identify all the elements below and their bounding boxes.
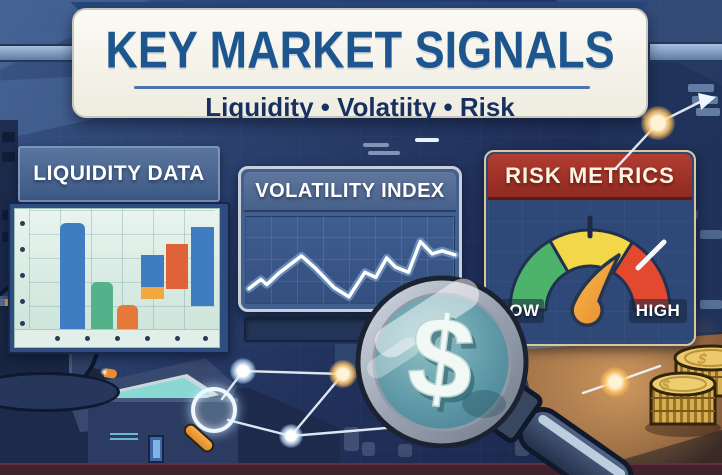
gauge-white-hand (635, 239, 667, 271)
handle-highlight (538, 414, 626, 475)
ticker-dash (368, 151, 400, 155)
axis-dot (145, 336, 150, 341)
axis-dot (20, 273, 25, 278)
axis-dot (115, 336, 120, 341)
stylus-glint (100, 368, 108, 376)
metal-slat (648, 42, 722, 62)
table-edge-strip (0, 463, 722, 475)
bar-segment (166, 244, 188, 289)
dollar-icon: $ $ (401, 289, 486, 432)
gauge-needle-icon (570, 253, 621, 327)
liquidity-bar (117, 305, 138, 331)
volatility-panel-title: VOLATILITY INDEX (255, 179, 445, 202)
building-window (692, 96, 718, 104)
liquidity-panel-header: LIQUIDITY DATA (18, 146, 220, 202)
axis-dot (203, 336, 208, 341)
ticker-dash (415, 138, 439, 142)
network-node (641, 106, 675, 140)
liquidity-bar (91, 282, 113, 331)
bar-segment (117, 305, 138, 331)
bar-segment (191, 227, 214, 306)
axis-dot (20, 247, 25, 252)
axis-dot (175, 336, 180, 341)
building-window (700, 300, 722, 309)
risk-gauge (508, 215, 672, 327)
svg-text:$: $ (402, 289, 482, 426)
liquidity-bar-chart (14, 208, 220, 348)
gauge-high-label: HIGH (629, 299, 687, 323)
magnifier-handle (487, 382, 634, 475)
glass-lowlight (462, 390, 506, 418)
axis-dot (20, 299, 25, 304)
ghost-bar (362, 442, 375, 456)
banner-divider (134, 86, 590, 89)
network-node (279, 424, 303, 448)
magnifier-icon: $ $ (355, 275, 634, 475)
volatility-panel-header: VOLATILITY INDEX (244, 172, 456, 212)
title-banner: KEY MARKET SIGNALS Liquidity • Volatiity… (72, 8, 648, 122)
monitor-base (0, 372, 120, 412)
axis-dot (55, 336, 60, 341)
liquidity-panel-title: LIQUIDITY DATA (33, 162, 205, 185)
glass-sheen (374, 278, 480, 358)
ticker-dash (363, 143, 389, 147)
volatility-line (247, 239, 457, 299)
axis-dot (20, 221, 25, 226)
coin-stack-front: $ (649, 371, 717, 426)
console-stripe (110, 438, 138, 440)
mini-magnifier-lens (191, 387, 237, 433)
bar-segment (60, 223, 85, 331)
rack-slot (2, 132, 15, 142)
bar-segment (91, 282, 113, 331)
volatility-line-svg (245, 237, 459, 301)
console-cabinet (88, 398, 238, 475)
bar-segment (141, 255, 164, 287)
liquidity-bar (60, 223, 85, 331)
axis-dot (20, 321, 25, 326)
page-subtitle: Liquidity • Volatiity • Risk (205, 92, 515, 122)
building-window (688, 84, 714, 92)
page-title: KEY MARKET SIGNALS (105, 20, 615, 79)
liquidity-bar (191, 227, 214, 331)
risk-panel-title: RISK METRICS (505, 162, 675, 188)
metal-slat (0, 44, 80, 62)
svg-text:$: $ (406, 295, 486, 432)
volatility-line-chart (245, 216, 459, 304)
building-window (696, 108, 720, 116)
chart-baseline-strip (15, 329, 219, 347)
glass-sheen (367, 337, 419, 379)
coin-stack-icon: $ $ (645, 344, 722, 437)
ghost-bar (398, 444, 412, 457)
network-node (230, 358, 256, 384)
building-window (700, 230, 722, 239)
liquidity-bar (141, 255, 164, 331)
liquidity-bars (29, 209, 215, 331)
console-screen (148, 435, 164, 463)
console-stripe (110, 433, 138, 435)
rack-slot (2, 152, 15, 162)
risk-panel-header: RISK METRICS (488, 154, 692, 200)
liquidity-bar (166, 244, 188, 331)
axis-dot (85, 336, 90, 341)
